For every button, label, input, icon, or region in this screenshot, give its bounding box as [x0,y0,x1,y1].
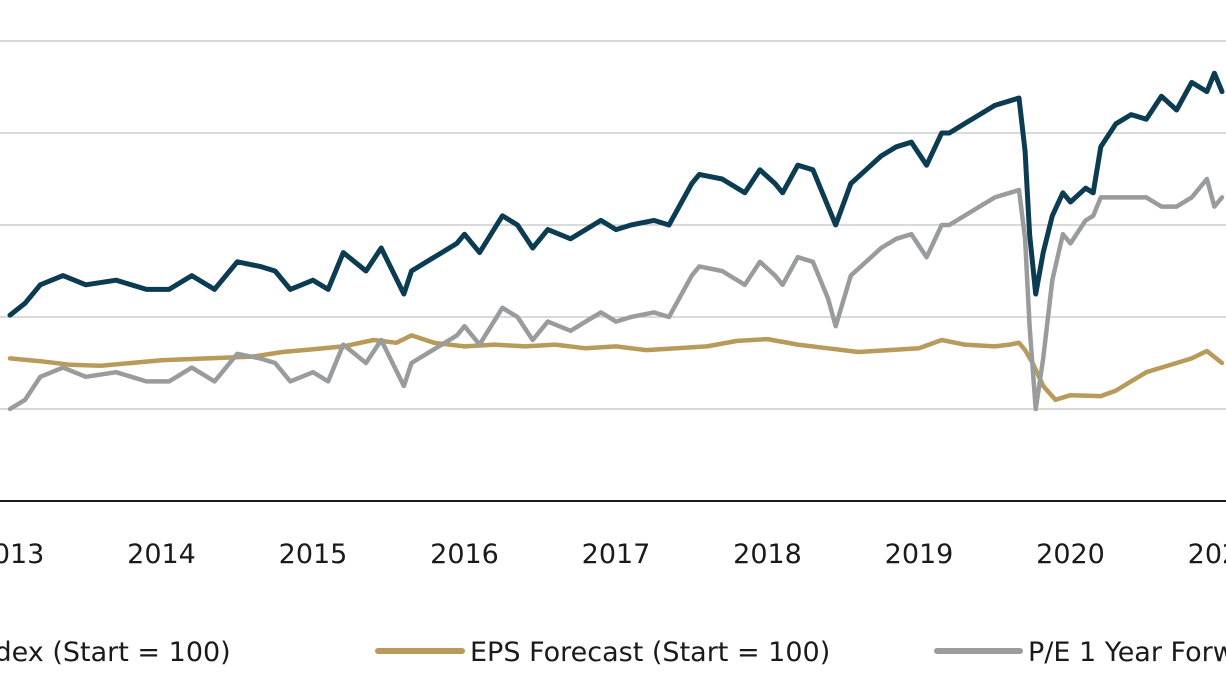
x-tick-label: 2021 [1188,539,1226,570]
x-tick-label: 2020 [1036,539,1105,570]
x-tick-label: 2013 [0,539,44,570]
legend-label-2: P/E 1 Year Forward (Start = 100) [1028,637,1226,668]
x-tick-label: 2018 [733,539,802,570]
series-lines [7,70,1225,412]
series-line-1 [7,333,1225,403]
x-tick-label: 2014 [127,539,196,570]
legend-label-1: EPS Forecast (Start = 100) [470,637,830,668]
series-line-2 [7,176,1225,412]
legend-label-0: Price Index (Start = 100) [0,637,231,668]
x-tick-label: 2019 [885,539,954,570]
x-tick-label: 2017 [582,539,651,570]
series-line-0 [7,70,1225,318]
x-tick-label: 2015 [279,539,348,570]
legend: Price Index (Start = 100) EPS Forecast (S… [0,637,1226,668]
x-tick-labels: 2013 2014 2015 2016 2017 2018 2019 2020 2021 [0,539,1226,570]
x-tick-label: 2016 [430,539,499,570]
